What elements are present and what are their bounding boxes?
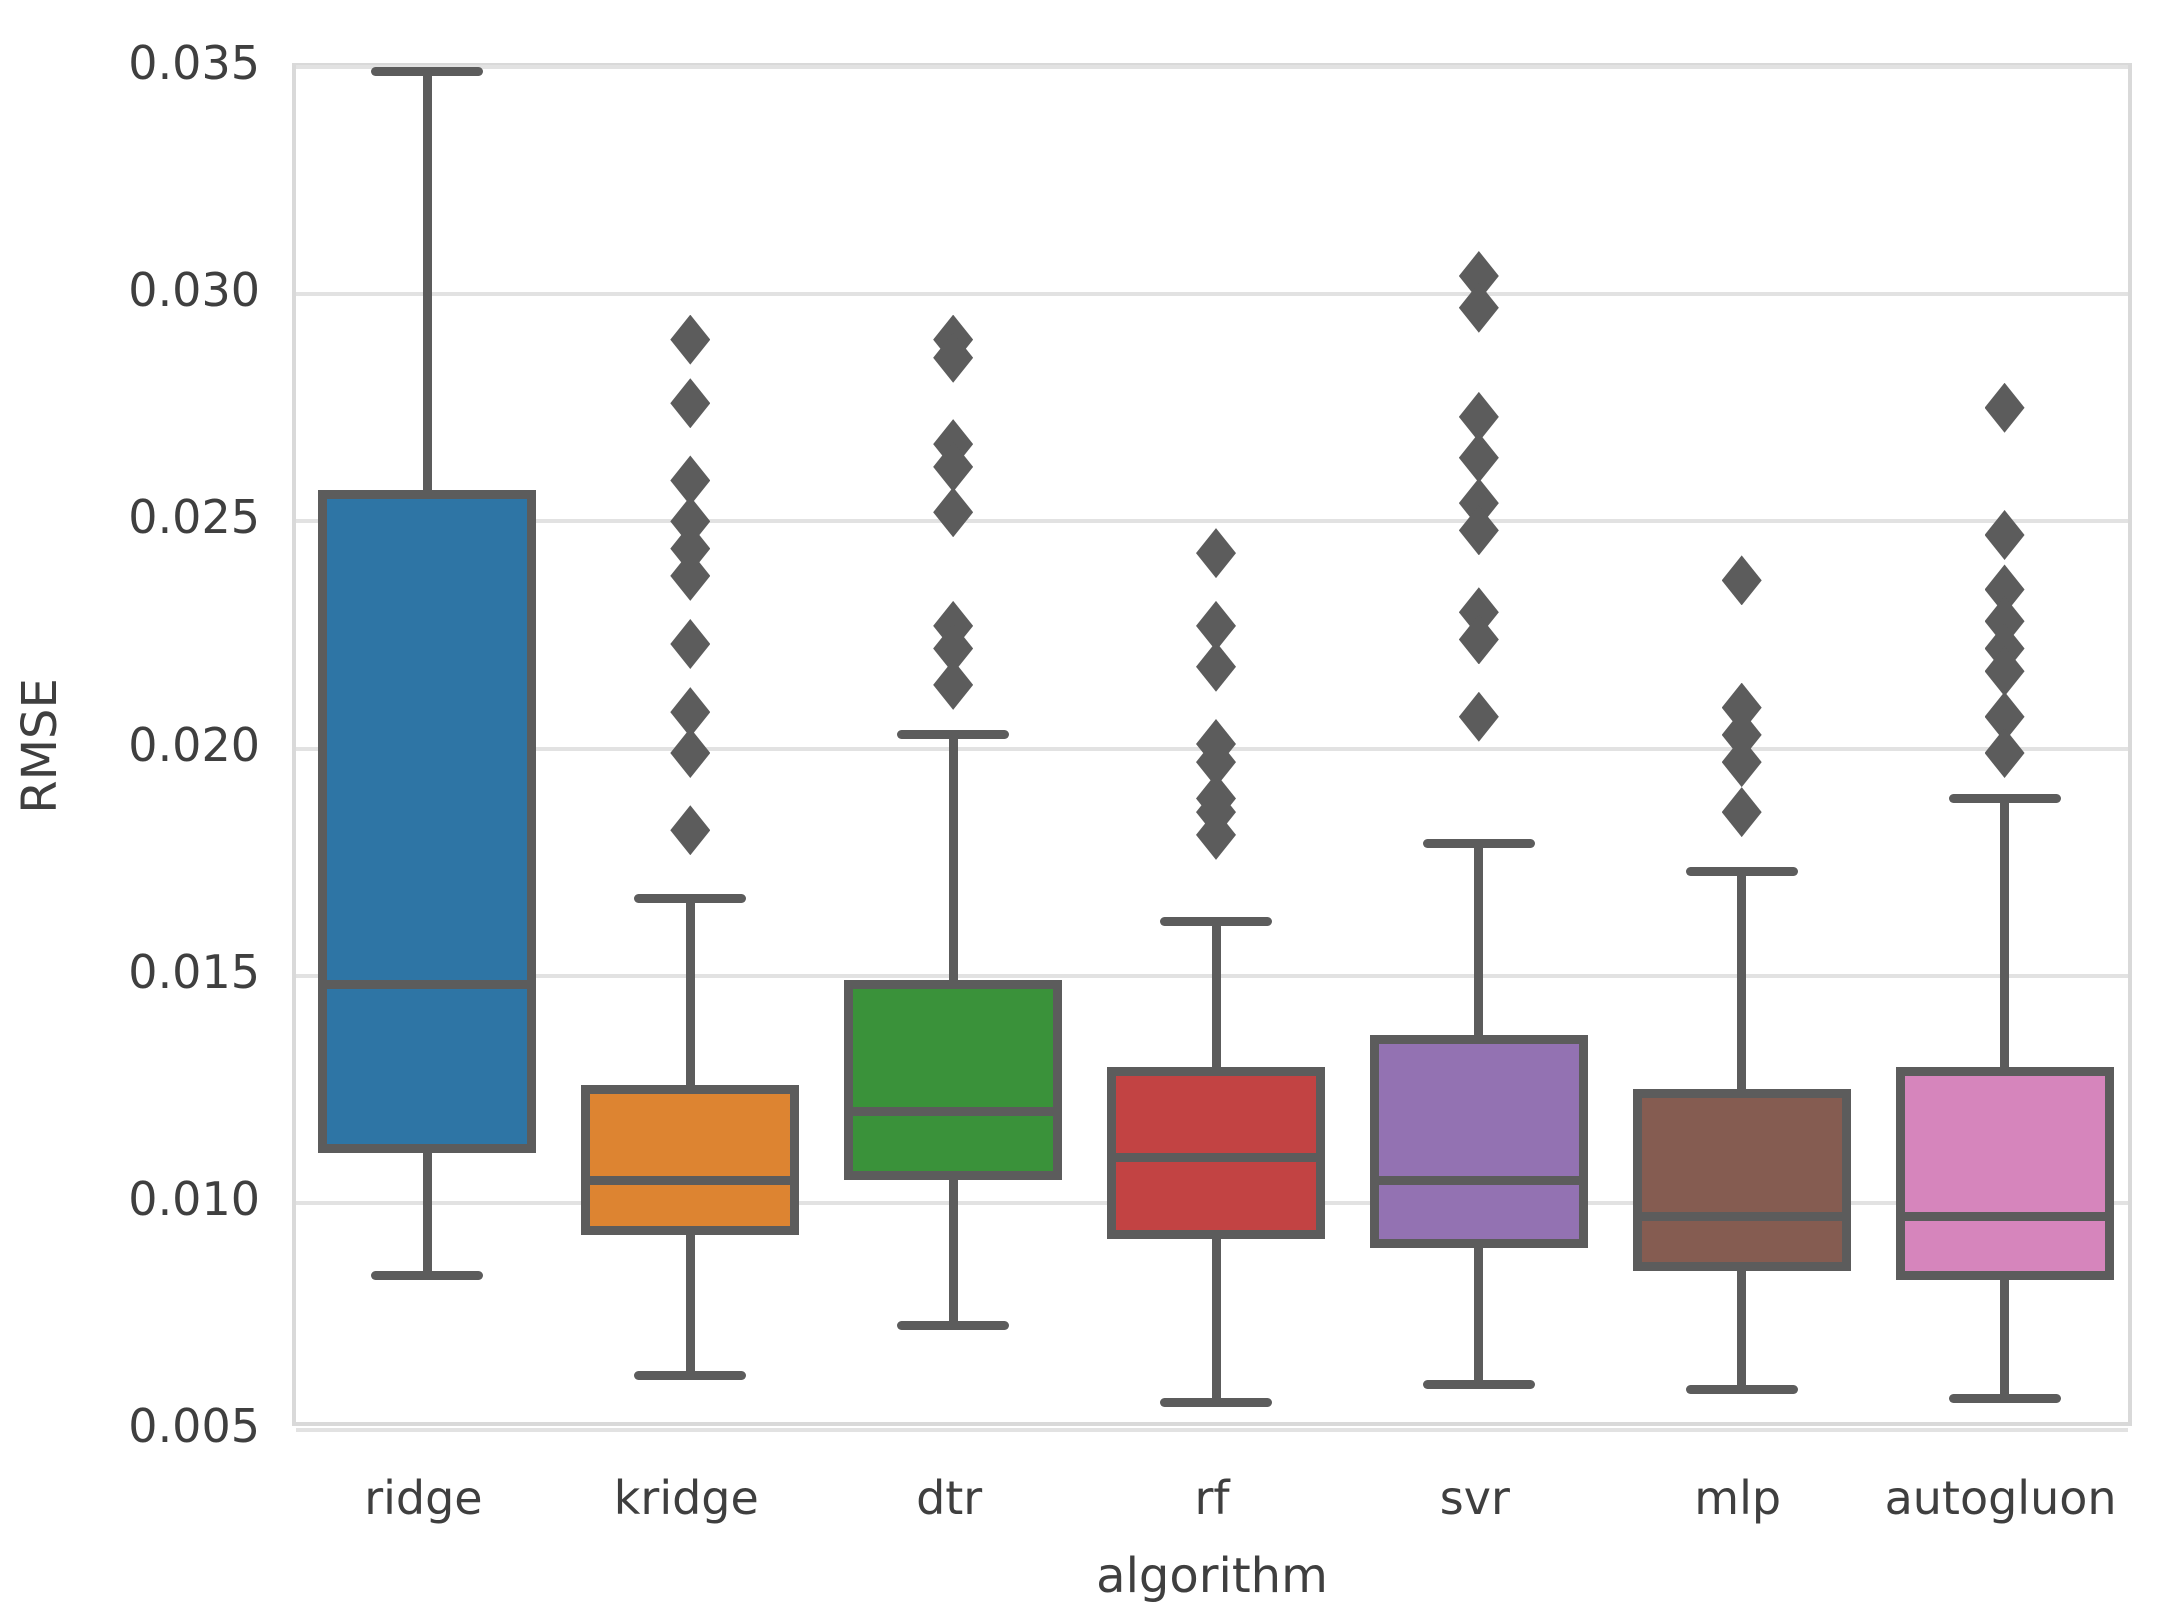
- outlier-autogluon: [1984, 382, 2025, 433]
- box-kridge: [581, 1084, 800, 1235]
- outlier-svr: [1458, 505, 1499, 556]
- whisker-upper-svr: [1474, 843, 1484, 1040]
- y-tick-label-0.010: 0.010: [128, 1171, 260, 1226]
- outlier-svr: [1458, 282, 1499, 333]
- gridline-0.035: [296, 65, 2128, 69]
- cap-lower-ridge: [371, 1271, 484, 1281]
- cap-lower-kridge: [634, 1370, 747, 1380]
- plot-area: [292, 63, 2132, 1432]
- box-svr: [1369, 1034, 1588, 1249]
- x-tick-label-rf: rf: [1194, 1471, 1230, 1525]
- whisker-upper-rf: [1211, 921, 1221, 1072]
- outlier-kridge: [670, 378, 711, 429]
- median-mlp: [1632, 1211, 1851, 1221]
- whisker-lower-svr: [1474, 1243, 1484, 1385]
- whisker-lower-ridge: [422, 1148, 432, 1276]
- outlier-mlp: [1721, 787, 1762, 838]
- whisker-upper-ridge: [422, 71, 432, 495]
- whisker-upper-autogluon: [2000, 798, 2010, 1072]
- gridline-0.005: [296, 1428, 2128, 1432]
- whisker-upper-dtr: [948, 734, 958, 985]
- whisker-lower-kridge: [685, 1230, 695, 1376]
- outlier-autogluon: [1984, 509, 2025, 560]
- outlier-rf: [1196, 528, 1236, 579]
- whisker-lower-mlp: [1737, 1266, 1747, 1390]
- cap-upper-mlp: [1685, 866, 1798, 876]
- outlier-mlp: [1721, 737, 1762, 788]
- box-dtr: [844, 980, 1063, 1181]
- outlier-dtr: [933, 487, 974, 538]
- box-mlp: [1632, 1089, 1851, 1271]
- outlier-svr: [1458, 614, 1499, 665]
- cap-lower-svr: [1422, 1380, 1535, 1390]
- cap-lower-autogluon: [1948, 1393, 2061, 1403]
- outlier-kridge: [670, 728, 711, 779]
- outlier-kridge: [670, 619, 711, 669]
- box-rf: [1107, 1066, 1325, 1240]
- outlier-svr: [1458, 432, 1499, 483]
- whisker-upper-kridge: [685, 898, 695, 1090]
- outlier-mlp: [1721, 555, 1762, 606]
- x-tick-label-mlp: mlp: [1694, 1471, 1782, 1525]
- median-dtr: [844, 1107, 1063, 1117]
- x-tick-label-ridge: ridge: [364, 1471, 483, 1525]
- whisker-lower-autogluon: [2000, 1275, 2010, 1399]
- median-ridge: [318, 980, 537, 990]
- whisker-lower-rf: [1211, 1234, 1221, 1403]
- gridline-0.03: [296, 292, 2128, 297]
- x-tick-label-dtr: dtr: [916, 1471, 983, 1525]
- gridline-0.025: [296, 519, 2128, 524]
- cap-lower-dtr: [897, 1321, 1010, 1330]
- median-svr: [1369, 1175, 1588, 1185]
- y-tick-label-0.025: 0.025: [128, 490, 260, 545]
- cap-upper-autogluon: [1948, 793, 2061, 803]
- outlier-kridge: [670, 550, 711, 601]
- whisker-lower-dtr: [948, 1175, 958, 1326]
- cap-upper-dtr: [897, 730, 1010, 740]
- outlier-dtr: [933, 659, 974, 710]
- cap-upper-ridge: [371, 67, 484, 77]
- x-tick-label-autogluon: autogluon: [1884, 1471, 2117, 1525]
- y-tick-label-0.005: 0.005: [128, 1399, 260, 1453]
- median-kridge: [581, 1175, 800, 1185]
- y-tick-label-0.015: 0.015: [128, 944, 260, 999]
- x-tick-label-svr: svr: [1439, 1471, 1510, 1525]
- outlier-autogluon: [1984, 728, 2025, 779]
- outlier-kridge: [670, 805, 711, 856]
- x-axis-label: algorithm: [1096, 1548, 1328, 1604]
- median-autogluon: [1895, 1211, 2114, 1221]
- outlier-svr: [1458, 691, 1499, 742]
- cap-upper-rf: [1160, 916, 1272, 926]
- outlier-rf: [1196, 641, 1236, 692]
- y-tick-label-0.030: 0.030: [128, 263, 260, 318]
- y-tick-label-0.035: 0.035: [128, 36, 260, 90]
- cap-upper-svr: [1422, 839, 1535, 849]
- cap-upper-kridge: [634, 893, 747, 903]
- cap-lower-rf: [1160, 1398, 1272, 1408]
- x-tick-label-kridge: kridge: [613, 1471, 759, 1525]
- median-rf: [1107, 1152, 1325, 1162]
- whisker-upper-mlp: [1737, 871, 1747, 1094]
- outlier-kridge: [670, 314, 711, 365]
- box-autogluon: [1895, 1066, 2114, 1280]
- y-tick-label-0.020: 0.020: [128, 717, 260, 772]
- box-ridge: [318, 489, 537, 1153]
- cap-lower-mlp: [1685, 1384, 1798, 1394]
